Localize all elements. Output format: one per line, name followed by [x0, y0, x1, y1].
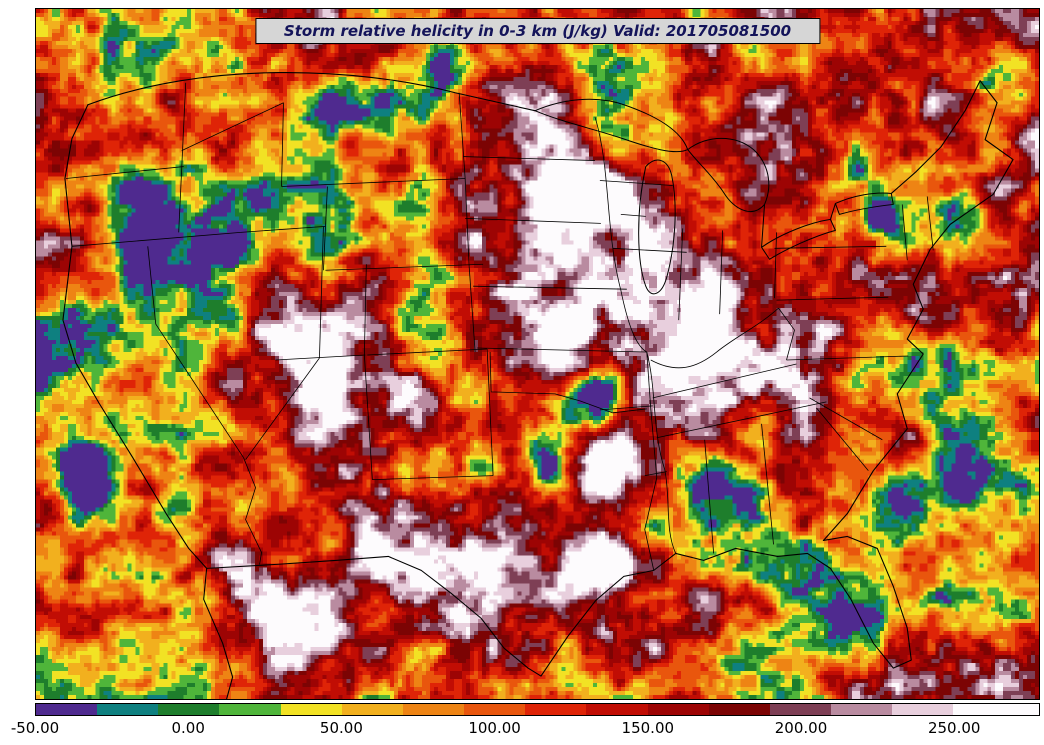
colorbar-segment [586, 704, 648, 715]
map-title: Storm relative helicity in 0-3 km (J/kg)… [254, 18, 821, 44]
map-frame: Storm relative helicity in 0-3 km (J/kg)… [35, 8, 1040, 700]
colorbar-segment [341, 704, 403, 715]
colorbar-tick-label: 50.00 [319, 719, 363, 737]
colorbar-segment [158, 704, 220, 715]
colorbar-segment [280, 704, 342, 715]
helicity-field-canvas [36, 9, 1039, 699]
coastline-borders [62, 72, 1014, 699]
state-border-lines [65, 82, 934, 571]
colorbar-segment [36, 704, 98, 715]
colorbar-segment [464, 704, 526, 715]
colorbar-tick-label: 250.00 [927, 719, 981, 737]
colorbar-segment [831, 704, 893, 715]
colorbar-segment [892, 704, 954, 715]
colorbar-segment [647, 704, 709, 715]
map-title-text: Storm relative helicity in 0-3 km (J/kg)… [283, 22, 792, 40]
colorbar-segment [402, 704, 465, 715]
colorbar-segment [525, 704, 587, 715]
colorbar-tick-label: 0.00 [171, 719, 205, 737]
colorbar-tick-label: 150.00 [621, 719, 675, 737]
colorbar-tick-label: 200.00 [774, 719, 828, 737]
colorbar-tick-label: -50.00 [10, 719, 60, 737]
colorbar-segment [219, 704, 281, 715]
colorbar-tick-labels: -50.00 0.00 50.00 100.00 150.00 200.00 250.00 [11, 719, 1040, 739]
colorbar-segment [97, 704, 159, 715]
colorbar-segment [708, 704, 770, 715]
colorbar [35, 703, 1040, 716]
colorbar-segment [769, 704, 832, 715]
great-lakes-outlines [534, 98, 894, 295]
borders-overlay [62, 72, 1014, 699]
colorbar-tick-label: 100.00 [468, 719, 521, 737]
colorbar-segment [953, 704, 1039, 715]
